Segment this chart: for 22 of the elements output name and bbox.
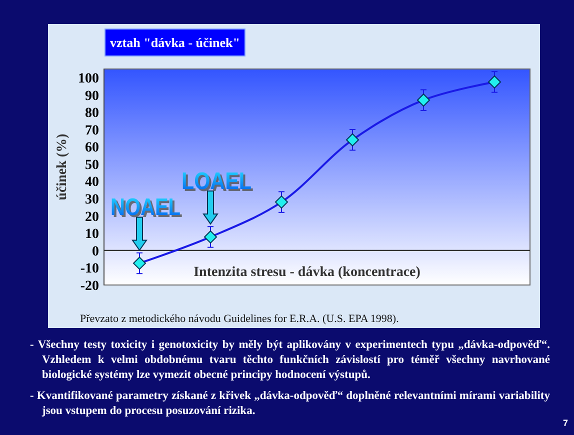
text: 7	[562, 418, 568, 428]
y-tick-label: 0	[92, 244, 99, 260]
annotation: NOAEL	[112, 196, 196, 224]
y-tick-label: 80	[85, 106, 99, 122]
y-tick-label: 20	[85, 210, 99, 225]
y-tick-label: 30	[85, 192, 99, 208]
annotation: LOAEL	[184, 170, 265, 197]
text: Převzato z metodického návodu Guidelines for E.R.A. (U.S. EPA 1998).	[80, 313, 399, 325]
y-tick-label: 50	[85, 158, 99, 173]
y-tick-label: -10	[80, 262, 99, 277]
y-tick-label: 60	[85, 140, 99, 156]
y-tick-label: 10	[85, 227, 99, 242]
chart-title: vztah "dávka - účinek"	[110, 35, 240, 50]
y-tick-label: 90	[85, 88, 99, 104]
text: - Kvantifikované parametry získané z křivek „dávka-odpověď“ doplněné relevantními mírami variability jsou vstupem do procesu posuzování rizika.	[30, 389, 550, 419]
y-tick-label: 100	[78, 72, 99, 87]
text: - Všechny testy toxicity i genotoxicity by měly být aplikovány v experimentech typu „dávka-odpověď“. Vzhledem k velmi obdobnému tvaru těchto funkčních závislostí pro téměř všechny navrhované biologické systémy lze vymezit obecné principy hodnocení výstupů.	[30, 338, 550, 383]
y-tick-label: 40	[85, 175, 99, 190]
y-tick-label: -20	[80, 278, 99, 294]
y-tick-label: 70	[85, 123, 99, 138]
x-axis-title: Intenzita stresu - dávka (koncentrace)	[194, 265, 421, 280]
y-axis-title: účinek (%)	[55, 133, 70, 200]
